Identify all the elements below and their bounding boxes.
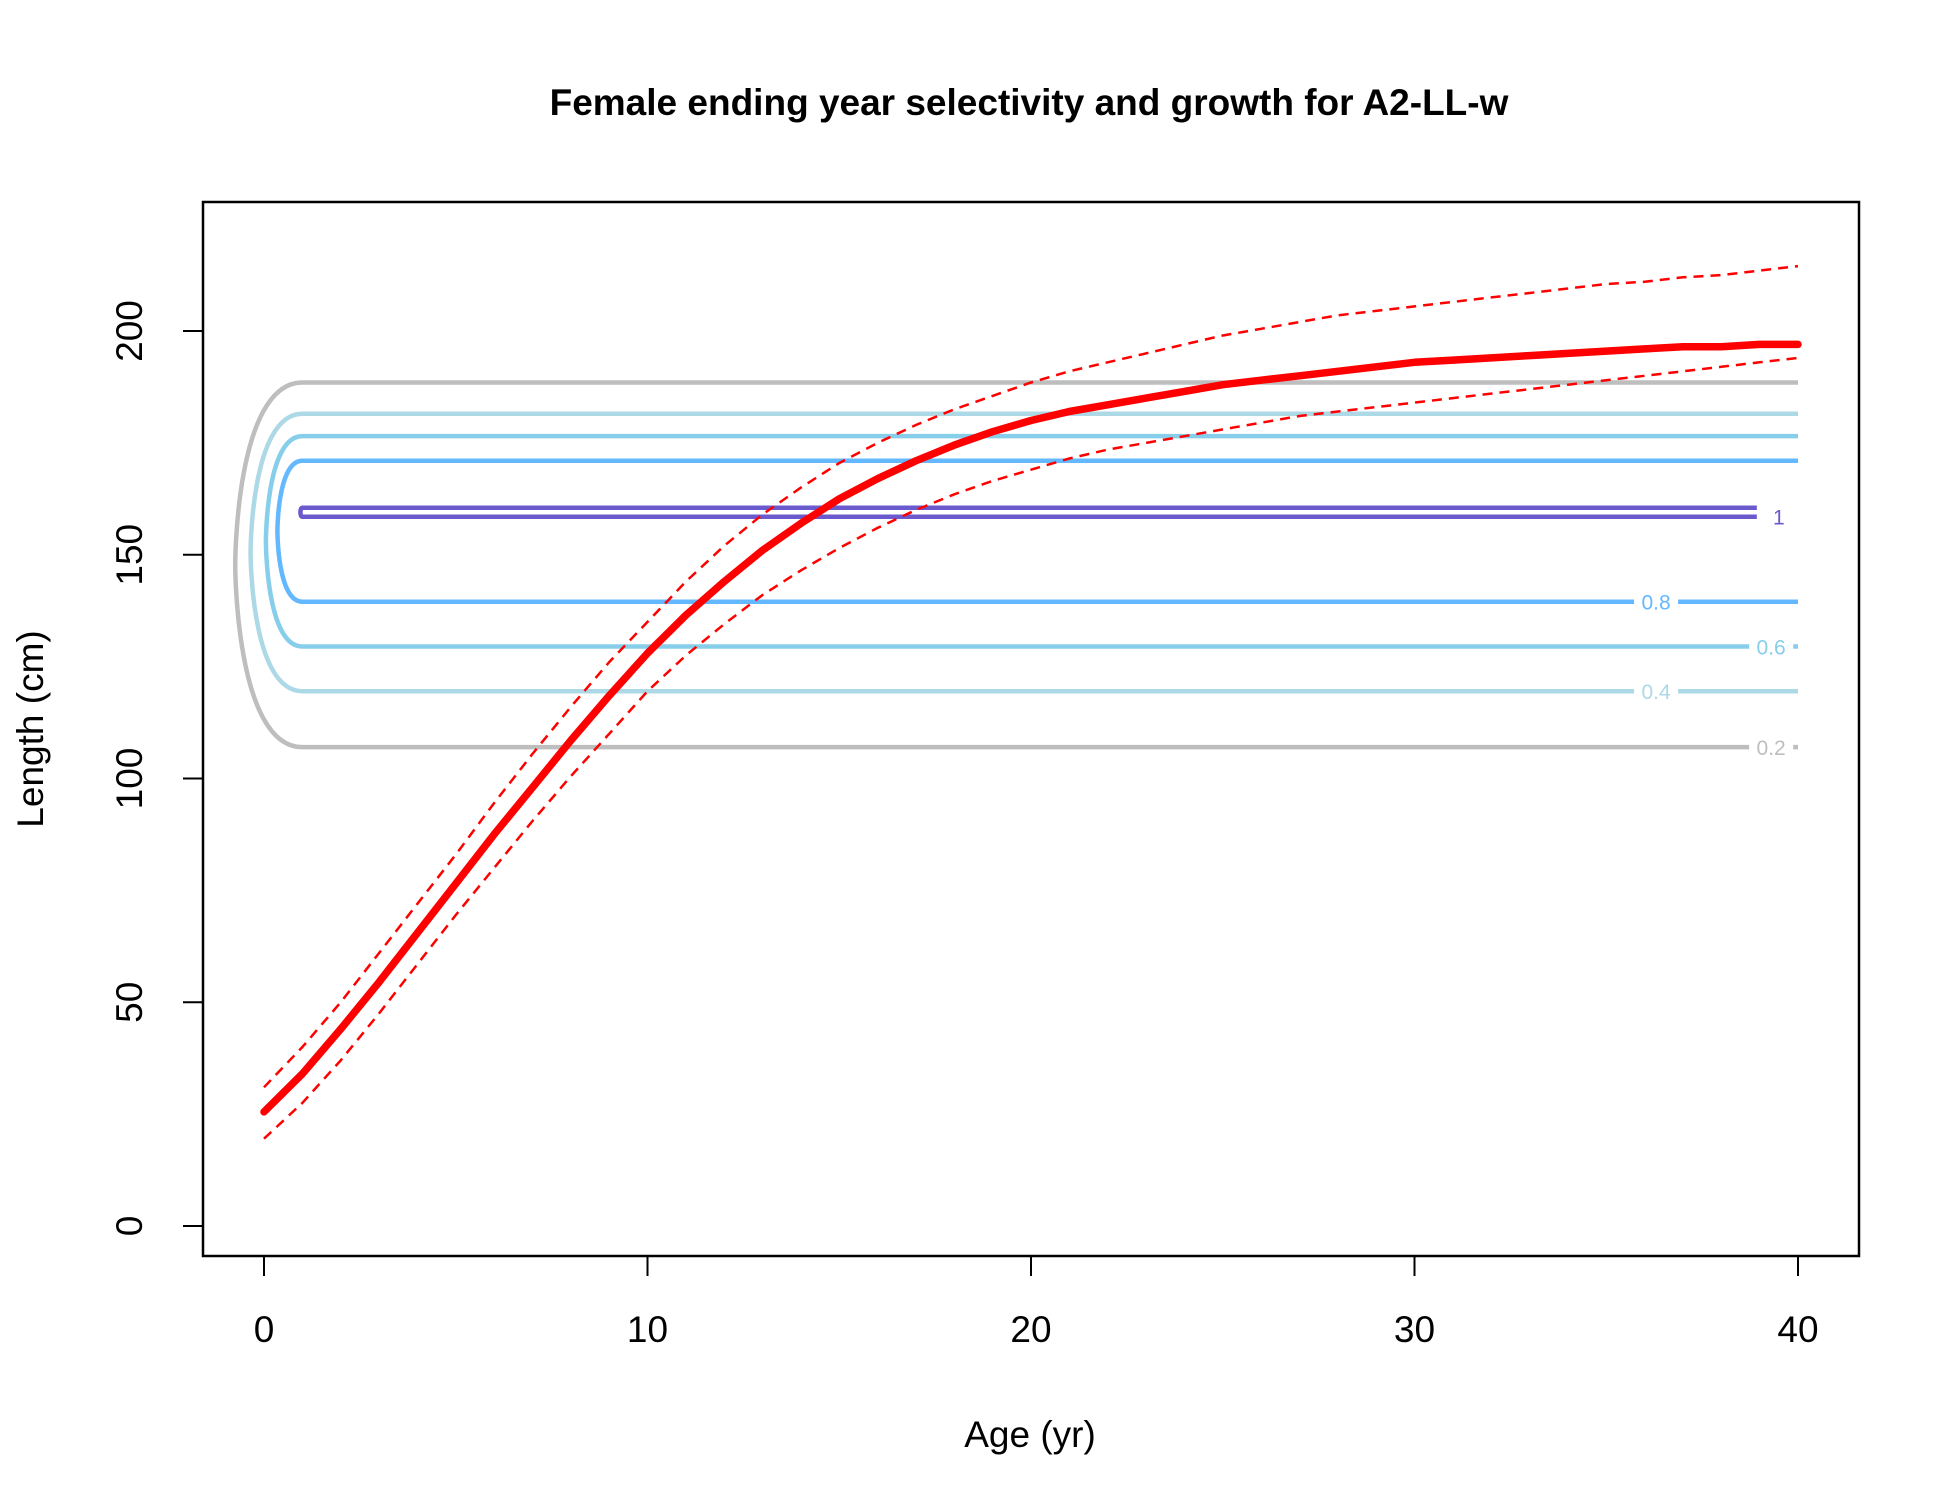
x-axis: 0 10 20 30 40 — [254, 1255, 1819, 1350]
growth-mean-line — [260, 340, 1802, 1116]
selectivity-contour-0.8 — [275, 458, 1798, 604]
growth-lower-bound-line — [263, 356, 1799, 1140]
growth-curves — [260, 264, 1802, 1140]
x-tick-label-30: 30 — [1394, 1309, 1435, 1350]
contour-label-gap-0.4 — [1634, 679, 1679, 704]
y-tick-label-100: 100 — [109, 748, 150, 810]
x-tick-label-20: 20 — [1010, 1309, 1051, 1350]
selectivity-contour-0.4 — [248, 411, 1798, 694]
selectivity-contour-0.6 — [263, 433, 1798, 649]
y-axis-label: Length (cm) — [10, 630, 51, 827]
selectivity-contour-1 — [298, 505, 1798, 519]
y-axis: 0 50 100 150 200 — [109, 300, 204, 1237]
contour-label-gap-1 — [1756, 504, 1801, 529]
contour-label-gap-0.6 — [1749, 634, 1794, 659]
x-axis-label: Age (yr) — [964, 1414, 1096, 1455]
selectivity-contours: 0.2 0.4 0.6 0.8 1 — [232, 380, 1801, 760]
growth-upper-bound-line — [263, 264, 1799, 1089]
x-tick-label-10: 10 — [627, 1309, 668, 1350]
x-tick-label-0: 0 — [254, 1309, 275, 1350]
chart-title: Female ending year selectivity and growt… — [550, 82, 1509, 123]
contour-label-0.6: 0.6 — [1757, 636, 1786, 659]
contour-label-0.8: 0.8 — [1642, 592, 1671, 615]
contour-label-0.2: 0.2 — [1757, 737, 1786, 760]
contour-label-1: 1 — [1773, 507, 1785, 530]
y-tick-label-150: 150 — [109, 524, 150, 586]
contour-label-gap-0.2 — [1749, 735, 1794, 760]
plot-frame — [201, 200, 1861, 1258]
y-tick-label-50: 50 — [109, 982, 150, 1023]
contour-label-gap-0.8 — [1634, 589, 1679, 614]
x-tick-label-40: 40 — [1777, 1309, 1818, 1350]
contour-label-0.4: 0.4 — [1642, 681, 1672, 704]
y-tick-label-200: 200 — [109, 300, 150, 362]
selectivity-contour-0.2 — [232, 380, 1798, 750]
y-tick-label-0: 0 — [109, 1216, 150, 1237]
